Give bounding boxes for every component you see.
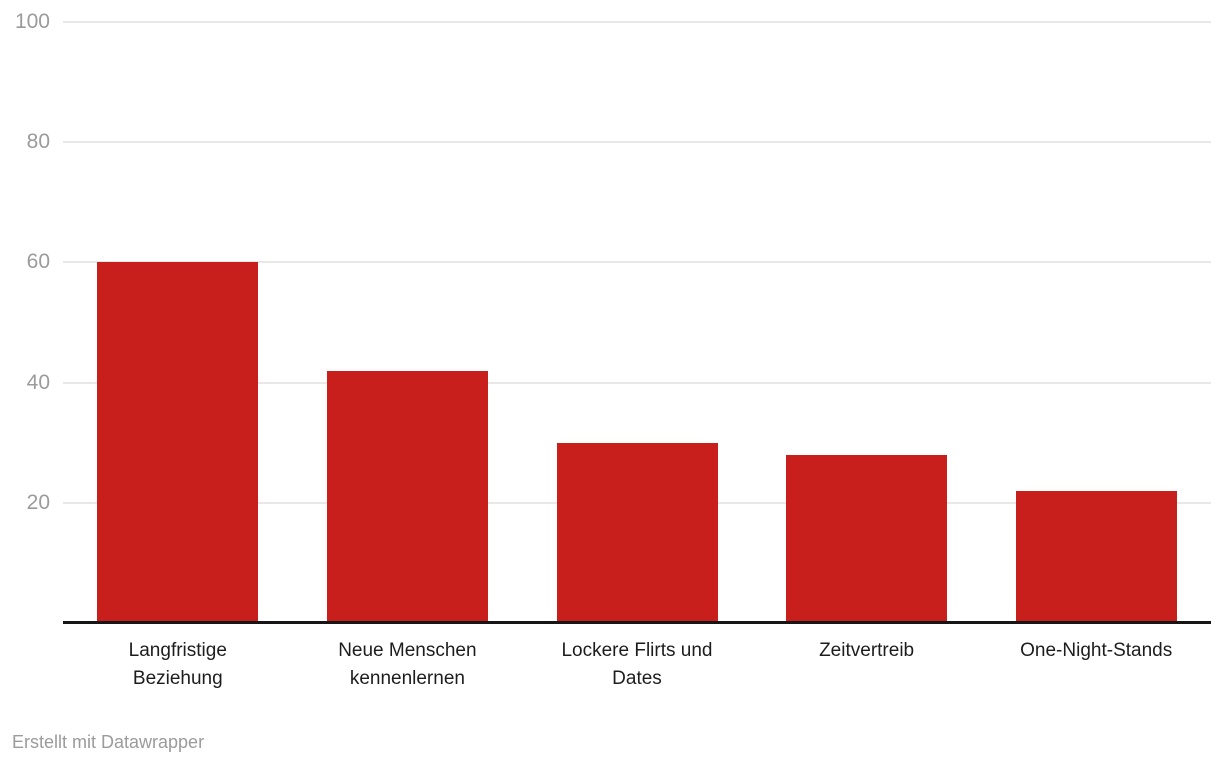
bar — [556, 442, 718, 623]
datawrapper-attribution: Erstellt mit Datawrapper — [12, 732, 205, 752]
y-tick-label: 20 — [26, 490, 50, 514]
gridline — [63, 141, 1211, 144]
gridline — [63, 21, 1211, 23]
y-tick-label: 100 — [14, 10, 50, 33]
category-label: Lockere Flirts und Dates — [561, 640, 713, 689]
y-tick-label: 60 — [26, 250, 50, 274]
y-tick-label: 80 — [26, 130, 50, 154]
bar — [786, 454, 948, 623]
bar — [1015, 490, 1177, 623]
category-label: Neue Menschen kennenlernen — [338, 640, 477, 689]
category-label: Zeitvertreib — [819, 640, 915, 661]
category-label: Langfristige Beziehung — [128, 640, 227, 689]
bar — [97, 262, 259, 623]
bar — [326, 370, 488, 623]
y-tick-label: 40 — [26, 370, 50, 394]
gridline — [63, 381, 1211, 384]
x-axis-baseline — [63, 621, 1211, 624]
category-label: One-Night-Stands — [1020, 640, 1173, 661]
gridline — [63, 261, 1211, 264]
